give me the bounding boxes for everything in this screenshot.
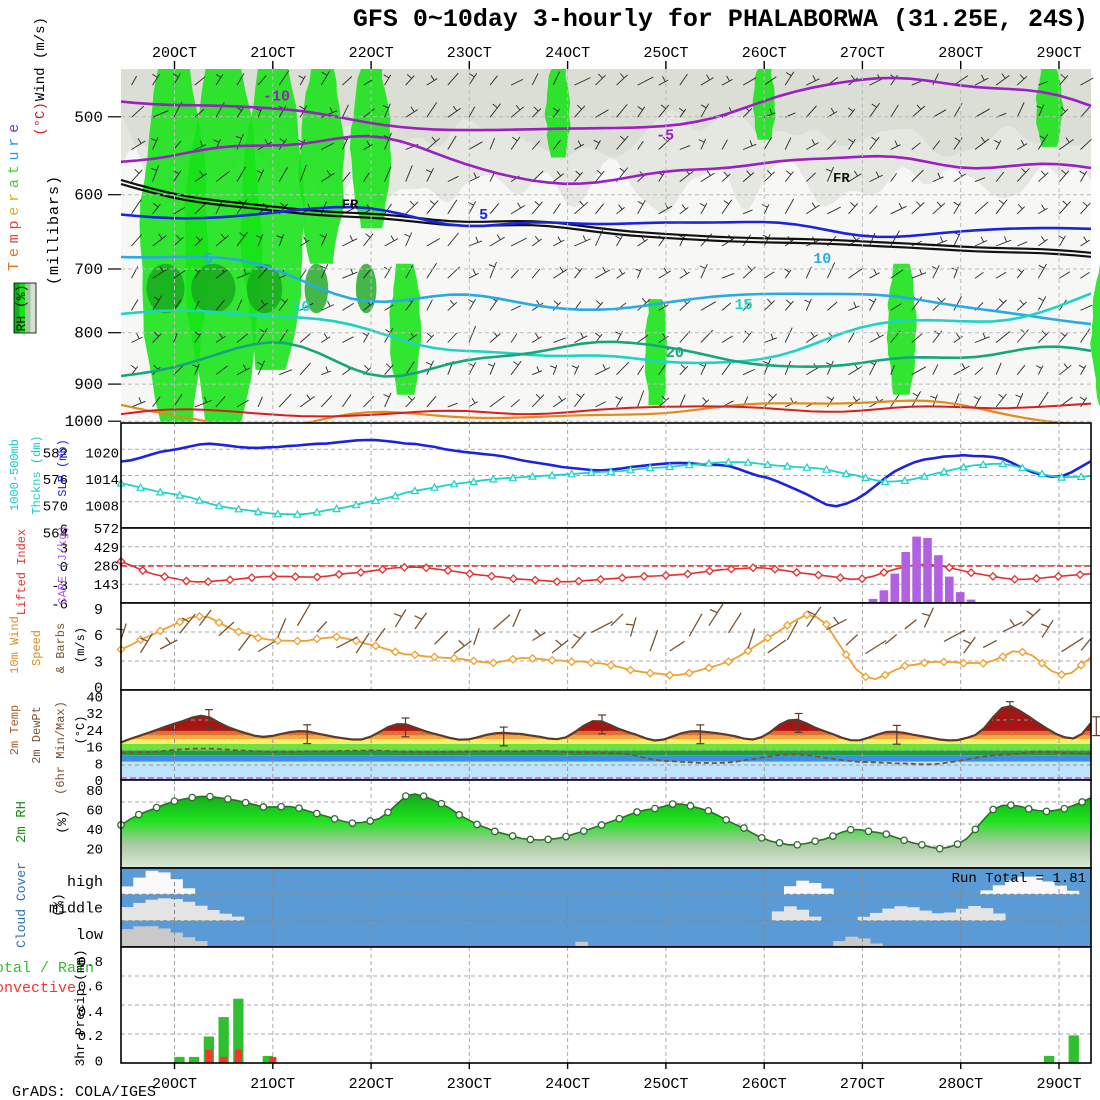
svg-text:(%): (%) [55,810,70,833]
svg-text:& Barbs: & Barbs [54,623,68,673]
svg-text:24: 24 [86,724,103,740]
svg-text:800: 800 [74,325,103,343]
svg-text:e: e [6,207,23,216]
svg-text:a: a [6,179,23,188]
svg-text:21OCT: 21OCT [250,1076,295,1093]
svg-text:900: 900 [74,376,103,394]
svg-text:570: 570 [43,500,68,516]
svg-text:23OCT: 23OCT [447,1076,492,1093]
svg-text:T: T [6,262,23,271]
svg-text:700: 700 [74,261,103,279]
svg-text:143: 143 [94,578,119,594]
svg-text:25OCT: 25OCT [643,45,688,62]
svg-text:1014: 1014 [85,473,119,489]
svg-text:20OCT: 20OCT [152,1076,197,1093]
svg-text:40: 40 [86,823,103,839]
svg-text:26OCT: 26OCT [742,45,787,62]
svg-text:40: 40 [86,690,103,706]
svg-text:t: t [6,165,23,174]
svg-text:GrADS: COLA/IGES: GrADS: COLA/IGES [12,1084,156,1100]
svg-text:286: 286 [94,560,119,576]
svg-text:429: 429 [94,541,119,557]
svg-text:low: low [76,927,103,944]
svg-text:22OCT: 22OCT [349,45,394,62]
svg-text:r: r [6,138,23,147]
svg-text:20: 20 [666,345,684,362]
svg-text:21OCT: 21OCT [250,45,295,62]
svg-text:2m DewPt: 2m DewPt [30,706,44,764]
svg-text:28OCT: 28OCT [938,1076,983,1093]
svg-text:u: u [6,151,23,160]
svg-text:FR: FR [833,171,850,187]
svg-text:16: 16 [86,741,103,757]
svg-text:(6hr Min/Max): (6hr Min/Max) [54,701,68,795]
svg-text:FR: FR [342,198,359,214]
svg-text:-5: -5 [656,127,674,144]
svg-text:-10: -10 [263,88,290,105]
svg-text:20: 20 [86,842,103,858]
svg-text:600: 600 [74,187,103,205]
svg-text:(°C): (°C) [33,102,49,136]
svg-text:32: 32 [86,707,103,723]
svg-text:24OCT: 24OCT [545,1076,590,1093]
svg-text:Lifted Index: Lifted Index [15,529,29,615]
svg-text:5: 5 [204,251,213,268]
svg-text:10: 10 [813,251,831,268]
svg-text:r: r [6,193,23,202]
svg-text:2m Temp: 2m Temp [8,705,22,755]
svg-text:0: 0 [95,1055,103,1071]
svg-text:Cloud Cover: Cloud Cover [14,862,29,948]
svg-text:24OCT: 24OCT [545,45,590,62]
svg-text:Convective: Convective [0,980,76,997]
svg-text:GFS 0~10day 3-hourly for PHALA: GFS 0~10day 3-hourly for PHALABORWA (31.… [353,5,1088,34]
svg-text:80: 80 [86,784,103,800]
svg-text:27OCT: 27OCT [840,45,885,62]
svg-text:29OCT: 29OCT [1036,45,1081,62]
svg-text:e: e [6,124,23,133]
svg-text:m: m [6,234,23,243]
svg-text:22OCT: 22OCT [349,1076,394,1093]
svg-text:Speed: Speed [30,630,44,666]
svg-text:Run Total = 1.81: Run Total = 1.81 [952,871,1086,887]
svg-text:6: 6 [94,628,103,645]
svg-text:25OCT: 25OCT [643,1076,688,1093]
svg-text:(°C): (°C) [74,716,88,745]
svg-text:27OCT: 27OCT [840,1076,885,1093]
svg-text:26OCT: 26OCT [742,1076,787,1093]
svg-text:(m/s): (m/s) [74,627,88,663]
svg-text:SLP (mb): SLP (mb) [56,439,70,497]
svg-text:high: high [67,874,103,891]
svg-text:8: 8 [95,757,103,773]
svg-text:RH (%): RH (%) [14,285,29,332]
svg-text:23OCT: 23OCT [447,45,492,62]
svg-text:29OCT: 29OCT [1036,1076,1081,1093]
svg-text:5: 5 [479,207,488,224]
svg-text:20OCT: 20OCT [152,45,197,62]
svg-text:500: 500 [74,109,103,127]
svg-text:60: 60 [86,803,103,819]
svg-text:e: e [6,248,23,257]
svg-text:28OCT: 28OCT [938,45,983,62]
svg-text:2m RH: 2m RH [14,801,30,843]
svg-text:(%): (%) [51,893,66,916]
svg-text:10m Wind: 10m Wind [8,616,22,674]
svg-text:15: 15 [735,297,753,314]
svg-text:CAPE (J/kg): CAPE (J/kg) [56,525,70,604]
svg-text:p: p [6,220,23,229]
svg-text:(millibars): (millibars) [46,175,63,285]
svg-text:1000-500mb: 1000-500mb [8,439,22,511]
svg-text:9: 9 [94,602,103,619]
svg-text:10: 10 [292,299,310,316]
svg-text:572: 572 [94,522,119,538]
svg-text:1000: 1000 [65,413,103,431]
svg-text:1008: 1008 [85,500,119,516]
svg-text:1020: 1020 [85,446,119,462]
svg-text:3: 3 [94,654,103,671]
svg-text:Thckns (dm): Thckns (dm) [30,435,44,514]
svg-text:3hr Precip (mm): 3hr Precip (mm) [73,949,88,1066]
svg-text:Wind (m/s): Wind (m/s) [33,17,49,101]
